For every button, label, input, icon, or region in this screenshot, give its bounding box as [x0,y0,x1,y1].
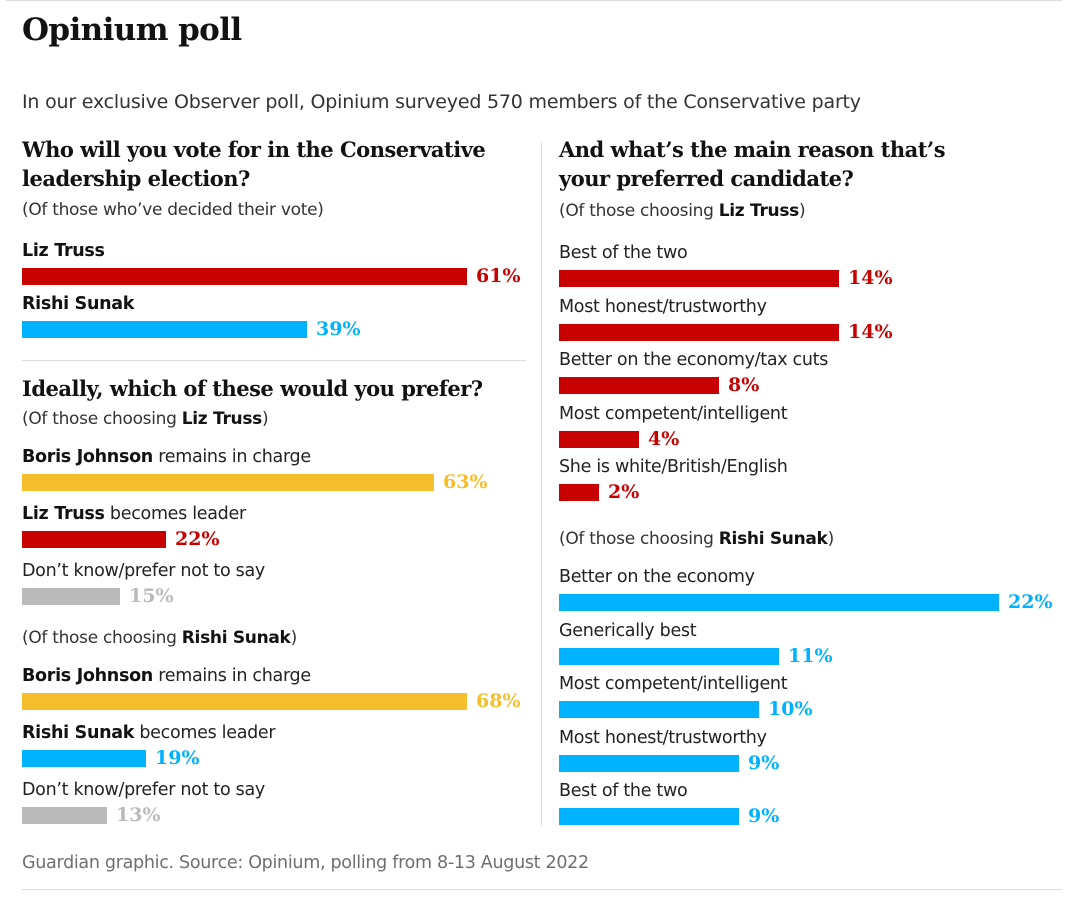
reason-note-0-bold: Liz Truss [718,201,800,221]
column-divider [541,142,542,826]
prefer-group-1-item-0-value: 68% [476,690,521,712]
reason-group-1-item-2-label: Most competent/intelligent [559,674,788,694]
reason-group-1-item-4-label: Best of the two [559,781,688,801]
reason-group-0-item-3-value: 4% [648,427,680,450]
reason-group-1-item-3-label: Most honest/trustworthy [559,727,767,748]
prefer-note-1-bold: Rishi Sunak [181,628,291,648]
section-divider [22,360,526,361]
reason-note-0-pre: (Of those choosing [559,201,719,221]
prefer-note-1-post: ) [290,628,298,648]
chart-title-reason: And what’s the main reason that’s your p… [559,137,946,191]
reason-group-1-item-4-bar [559,808,739,825]
bottom-rule [22,889,1062,890]
prefer-group-0-item-0-value: 63% [443,471,488,493]
prefer-group-1-item-2-value: 13% [116,804,161,826]
reason-group-0-item-0-bar [559,270,839,287]
prefer-group-1-item-1-label-bold: Rishi Sunak [22,723,135,743]
reason-group-0-item-3-bar [559,430,639,448]
vote-item-1-value: 39% [316,318,361,340]
reason-group-0-item-1-label: Most honest/trustworthy [559,296,767,317]
vote-item-1-label: Rishi Sunak [22,294,134,314]
prefer-group-0-item-1-label: Liz Truss becomes leader [22,504,246,524]
prefer-group-1-item-1-label: Rishi Sunak becomes leader [22,723,276,743]
prefer-group-0-item-1-label-text: becomes leader [104,504,246,524]
prefer-group-1-item-2-label-text: Don’t know/prefer not to say [22,780,265,800]
vote-item-0-label-bold: Liz Truss [22,241,105,261]
prefer-group-0-item-1-label-bold: Liz Truss [22,504,105,524]
prefer-group-1-item-0-bar [22,693,467,710]
prefer-group-1-item-0-label-bold: Boris Johnson [22,666,153,686]
vote-note: (Of those who’ve decided their vote) [22,200,324,220]
reason-group-0-item-4-label: She is white/British/English [559,457,788,477]
vote-item-0-value: 61% [476,265,521,287]
prefer-group-0-item-0-bar [22,474,434,491]
reason-note-1: (Of those choosing Rishi Sunak) [559,529,834,549]
prefer-note-0-post: ) [261,409,269,429]
reason-group-1-item-1-bar [559,647,779,665]
reason-group-0-item-0-label: Best of the two [559,243,688,263]
reason-group-1-item-1-value: 11% [788,644,833,667]
prefer-group-0-item-0-label-bold: Boris Johnson [22,447,153,467]
reason-group-1-item-0-label: Better on the economy [559,567,755,587]
reason-group-1-item-0-bar [559,594,999,611]
reason-group-1-item-2-bar [559,701,759,718]
reason-note-1-bold: Rishi Sunak [718,529,828,549]
reason-group-1-item-3-bar [559,754,739,772]
reason-group-1-item-2-value: 10% [768,698,813,720]
prefer-note-0-pre: (Of those choosing [22,409,182,429]
prefer-group-1-item-2-label: Don’t know/prefer not to say [22,780,265,800]
reason-group-1-item-0-value: 22% [1008,591,1053,613]
reason-group-1-item-3-value: 9% [748,751,780,774]
reason-group-0-item-2-bar [559,377,719,394]
reason-group-0-item-1-bar [559,323,839,341]
vote-item-1-bar [22,321,307,338]
prefer-group-0-item-1-bar [22,531,166,548]
reason-group-0-item-2-value: 8% [728,374,760,396]
prefer-group-0-item-0-label-text: remains in charge [152,447,311,467]
reason-group-0-item-3-label: Most competent/intelligent [559,403,788,424]
source-footer: Guardian graphic. Source: Opinium, polli… [22,853,589,873]
reason-group-1-item-1-label: Generically best [559,620,697,641]
prefer-note-0-bold: Liz Truss [181,409,263,429]
prefer-group-0-item-2-bar [22,588,120,605]
reason-group-1-item-4-value: 9% [748,805,780,827]
reason-note-1-pre: (Of those choosing [559,529,719,549]
page-subtitle: In our exclusive Observer poll, Opinium … [22,91,861,113]
prefer-note-1-pre: (Of those choosing [22,628,182,648]
prefer-note-0: (Of those choosing Liz Truss) [22,409,269,429]
prefer-group-1-item-1-bar [22,750,146,767]
prefer-group-1-item-1-label-text: becomes leader [134,723,276,743]
page-title: Opinium poll [22,12,242,48]
prefer-group-1-item-1-value: 19% [155,747,200,769]
prefer-group-1-item-0-label-text: remains in charge [152,666,311,686]
top-rule [6,0,1062,1]
prefer-group-0-item-2-label-text: Don’t know/prefer not to say [22,561,265,581]
prefer-group-1-item-2-bar [22,807,107,824]
chart-title-prefer: Ideally, which of these would you prefer… [22,376,483,401]
reason-group-0-item-4-value: 2% [608,481,640,503]
reason-note-1-post: ) [827,529,835,549]
prefer-group-0-item-0-label: Boris Johnson remains in charge [22,447,311,467]
vote-item-1-label-bold: Rishi Sunak [22,294,135,314]
prefer-group-0-item-2-label: Don’t know/prefer not to say [22,561,265,581]
reason-group-0-item-2-label: Better on the economy/tax cuts [559,350,829,370]
vote-item-0-bar [22,268,467,285]
prefer-group-0-item-2-value: 15% [129,585,174,607]
prefer-group-1-item-0-label: Boris Johnson remains in charge [22,666,311,686]
reason-group-0-item-4-bar [559,484,599,501]
reason-group-0-item-0-value: 14% [848,267,893,289]
reason-note-0: (Of those choosing Liz Truss) [559,201,806,221]
vote-item-0-label: Liz Truss [22,241,105,261]
prefer-note-1: (Of those choosing Rishi Sunak) [22,628,297,648]
chart-title-vote: Who will you vote for in the Conservativ… [22,137,486,191]
reason-group-0-item-1-value: 14% [848,320,893,343]
vote-note-pre: (Of those who’ve decided their vote) [22,200,324,220]
prefer-group-0-item-1-value: 22% [175,528,220,550]
reason-note-0-post: ) [798,201,806,221]
